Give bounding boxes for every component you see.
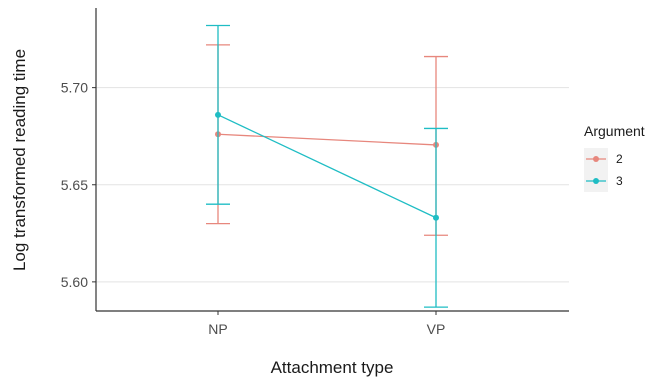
series-line (217, 133, 437, 146)
y-axis-title: Log transformed reading time (10, 49, 29, 271)
x-tick-label: VP (427, 321, 446, 337)
data-point (433, 214, 439, 221)
legend-label: 3 (616, 174, 623, 188)
data-point (215, 111, 221, 118)
plot-panel (96, 8, 569, 311)
legend-items: 23 (584, 148, 623, 192)
series-layer (206, 24, 448, 308)
legend: Argument 23 (584, 123, 645, 192)
legend-label: 2 (616, 152, 623, 166)
series-line (217, 114, 437, 219)
legend-title: Argument (584, 123, 645, 139)
series-3 (206, 24, 448, 308)
y-tick-label: 5.60 (61, 274, 88, 290)
legend-key-point (593, 178, 599, 184)
x-tick-label: NP (208, 321, 227, 337)
y-ticks: 5.60 5.65 5.70 (61, 80, 96, 290)
x-axis-title: Attachment type (271, 358, 394, 377)
x-ticks: NP VP (208, 311, 445, 337)
grid-layer (96, 87, 569, 283)
y-tick-label: 5.70 (61, 80, 88, 96)
legend-item-3: 3 (584, 170, 623, 192)
y-tick-label: 5.65 (61, 177, 88, 193)
legend-key-point (593, 156, 599, 162)
legend-item-2: 2 (584, 148, 623, 170)
